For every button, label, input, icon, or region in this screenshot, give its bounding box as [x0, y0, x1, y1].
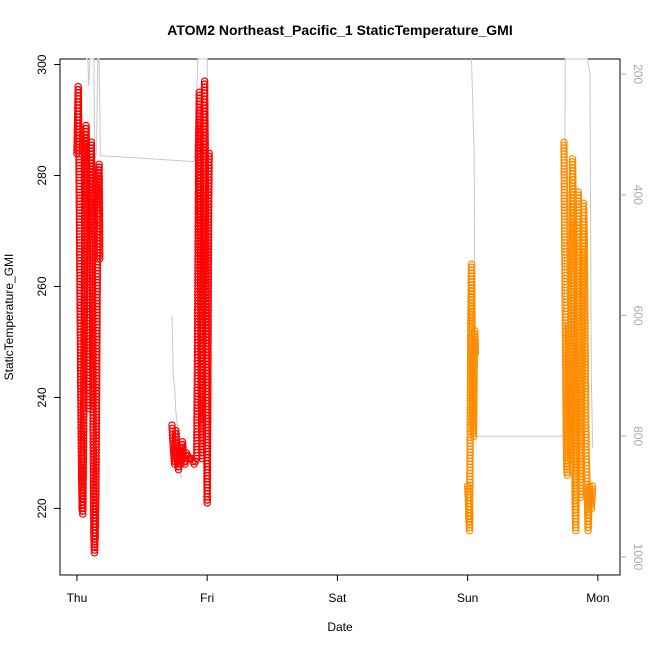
data-point [90, 548, 99, 557]
data-point [471, 346, 480, 354]
chart-title: ATOM2 Northeast_Pacific_1 StaticTemperat… [167, 22, 512, 38]
data-point [179, 443, 187, 452]
data-point [181, 460, 189, 468]
y-tick-label: 240 [35, 387, 49, 407]
x-tick-label: Thu [67, 591, 88, 605]
x-tick-label: Fri [200, 591, 214, 605]
data-point [95, 254, 104, 263]
data-point [178, 440, 187, 449]
y2-tick-label: 800 [631, 426, 645, 446]
data-point [91, 537, 99, 546]
x-tick-label: Sun [457, 591, 478, 605]
y-tick-label: 220 [35, 498, 49, 518]
y2-tick-label: 1000 [631, 544, 645, 571]
y-axis-right: 200 400 600 800 1000 [620, 64, 645, 571]
plot-frame [59, 58, 621, 576]
data-point [471, 349, 480, 357]
y-tick-label: 260 [35, 276, 49, 296]
point-series-0 [73, 82, 104, 557]
x-axis-label: Date [327, 620, 353, 634]
data-point [178, 437, 187, 446]
secondary-line-2 [471, 58, 594, 449]
point-series-3 [560, 138, 597, 535]
y2-tick-label: 400 [631, 185, 645, 205]
series-layer [73, 58, 597, 557]
x-axis: Thu Fri Sat Sun Mon [67, 575, 610, 605]
y2-tick-label: 600 [631, 305, 645, 325]
y-tick-label: 280 [35, 165, 49, 185]
data-point [91, 540, 99, 549]
data-point [90, 546, 99, 554]
y2-tick-label: 200 [631, 64, 645, 84]
y-tick-label: 300 [35, 54, 49, 74]
data-point [588, 482, 597, 491]
data-point [205, 149, 213, 158]
y-axis-label: StaticTemperature_GMI [2, 254, 16, 381]
data-point [95, 251, 104, 260]
point-series-2 [463, 260, 480, 535]
data-point [588, 485, 597, 494]
data-point [205, 152, 213, 161]
y-axis-left: 220 240 260 280 300 [35, 54, 60, 518]
data-point [91, 535, 99, 543]
point-series-1 [168, 77, 213, 507]
data-point [90, 543, 99, 552]
x-tick-label: Sat [328, 591, 347, 605]
secondary-line-0 [86, 58, 209, 163]
x-tick-label: Mon [586, 591, 609, 605]
